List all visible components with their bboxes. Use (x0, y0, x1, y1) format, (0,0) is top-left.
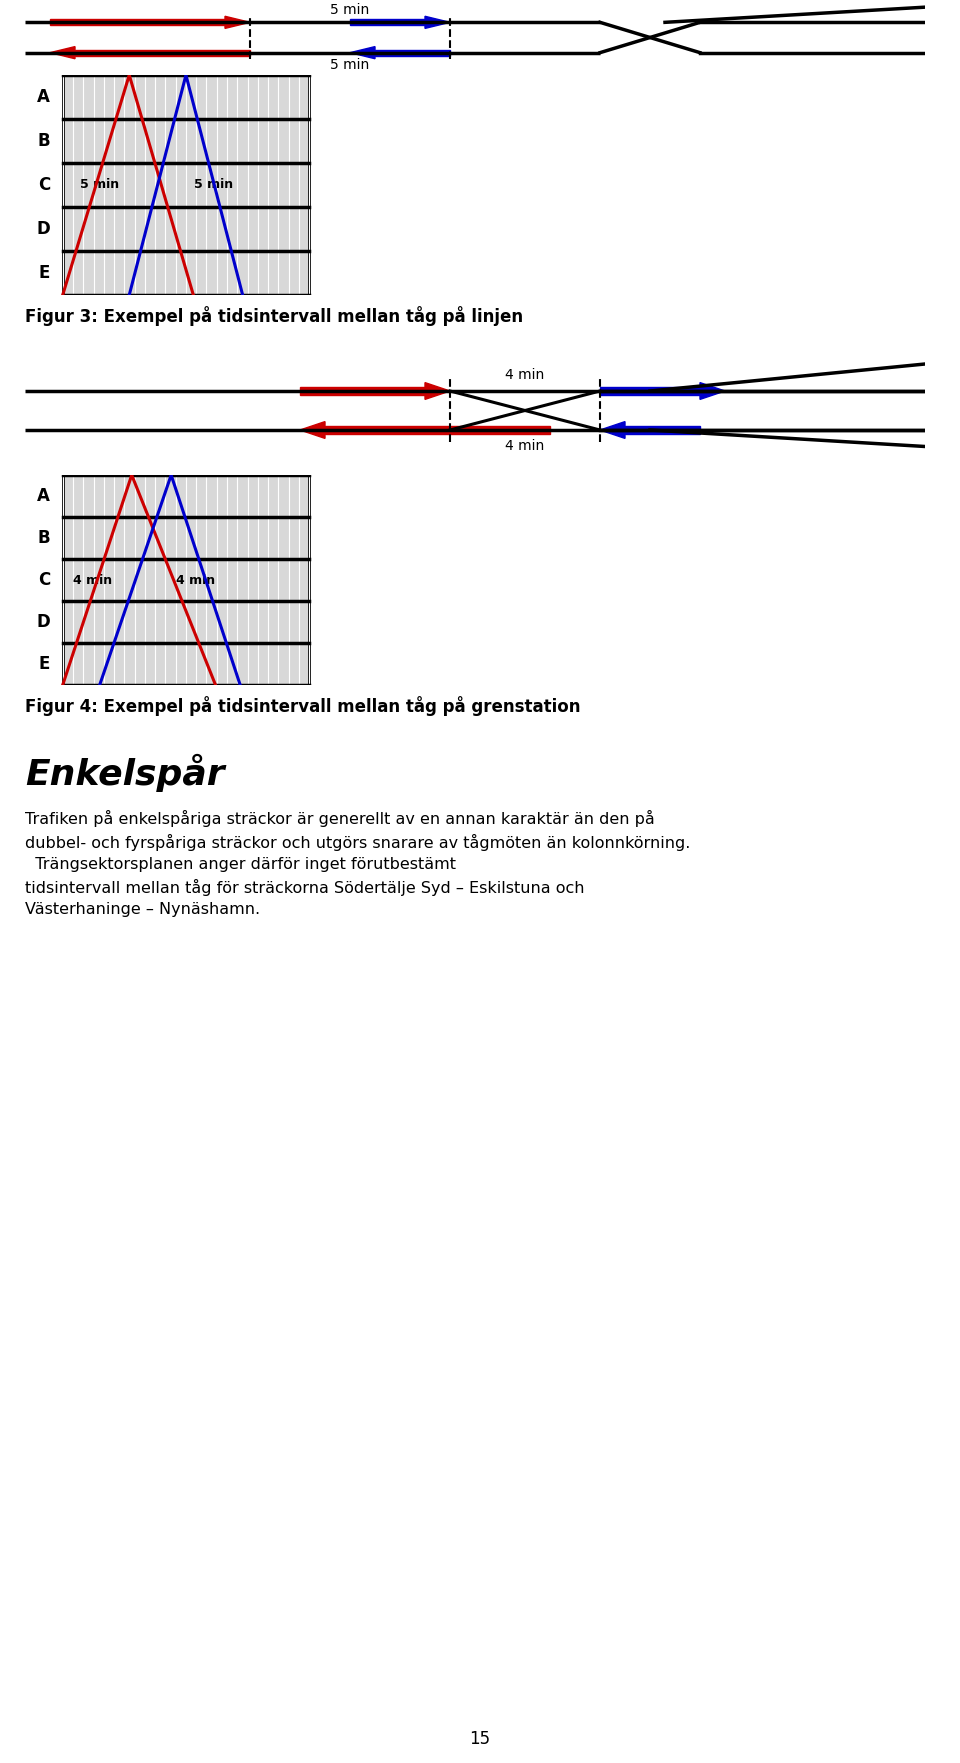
Text: D: D (37, 220, 51, 238)
Polygon shape (700, 383, 725, 400)
Polygon shape (225, 16, 250, 28)
Polygon shape (75, 49, 250, 56)
Polygon shape (350, 19, 425, 25)
Text: 15: 15 (469, 1730, 491, 1747)
Polygon shape (600, 421, 625, 439)
Bar (62, 474, 309, 686)
Polygon shape (300, 421, 325, 439)
Polygon shape (350, 46, 375, 58)
Polygon shape (300, 386, 425, 395)
Text: 4 min: 4 min (505, 367, 544, 381)
Text: A: A (37, 487, 50, 504)
Polygon shape (50, 46, 75, 58)
Text: Figur 4: Exempel på tidsintervall mellan tåg på grenstation: Figur 4: Exempel på tidsintervall mellan… (25, 696, 581, 716)
Polygon shape (325, 427, 550, 434)
Text: E: E (38, 264, 50, 282)
Text: B: B (37, 132, 50, 150)
Text: B: B (37, 529, 50, 547)
Polygon shape (425, 383, 450, 400)
Text: E: E (38, 656, 50, 673)
Text: 4 min: 4 min (73, 573, 112, 587)
Text: 5 min: 5 min (194, 178, 232, 192)
Text: 5 min: 5 min (330, 4, 370, 18)
Text: 5 min: 5 min (80, 178, 119, 192)
Text: 4 min: 4 min (177, 573, 215, 587)
Text: D: D (37, 614, 51, 631)
Bar (62, 76, 309, 294)
Polygon shape (600, 386, 700, 395)
Polygon shape (425, 16, 450, 28)
Text: Figur 3: Exempel på tidsintervall mellan tåg på linjen: Figur 3: Exempel på tidsintervall mellan… (25, 307, 523, 326)
Text: Enkelspår: Enkelspår (25, 753, 225, 792)
Polygon shape (50, 19, 225, 25)
Polygon shape (375, 49, 450, 56)
Text: C: C (37, 571, 50, 589)
Text: 4 min: 4 min (505, 439, 544, 453)
Text: 5 min: 5 min (330, 58, 370, 72)
Polygon shape (625, 427, 700, 434)
Text: C: C (37, 176, 50, 194)
Text: Trafiken på enkelspåriga sträckor är generellt av en annan karaktär än den på
du: Trafiken på enkelspåriga sträckor är gen… (25, 809, 690, 917)
Text: A: A (37, 88, 50, 106)
